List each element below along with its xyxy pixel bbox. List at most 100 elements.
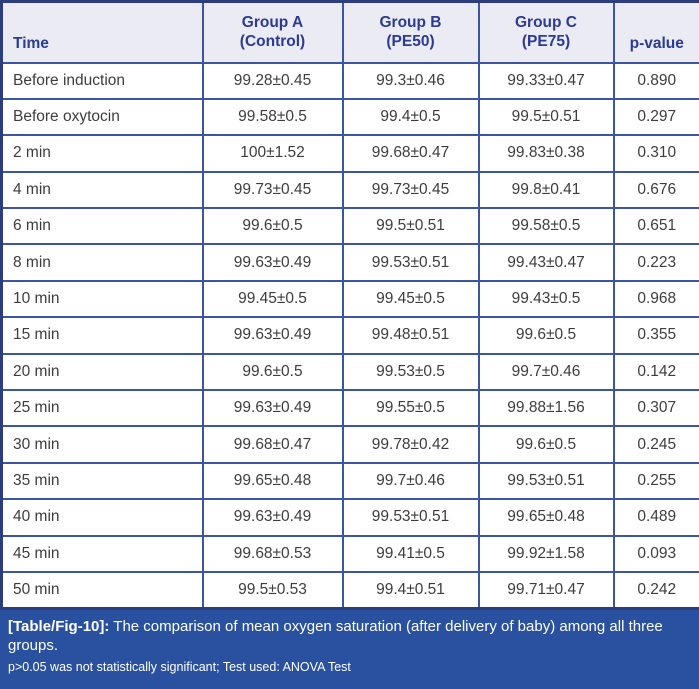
col-header-group-c: Group C (PE75) xyxy=(477,0,615,64)
time-cell: 15 min xyxy=(0,316,204,355)
group-c-cell: 99.83±0.38 xyxy=(477,134,615,173)
group-b-cell: 99.5±0.51 xyxy=(341,207,480,246)
col-header-p-value-label: p-value xyxy=(629,34,684,52)
group-c-cell: 99.5±0.51 xyxy=(477,97,615,137)
header-row: Time Group A (Control) Group B (PE50) Gr… xyxy=(0,0,699,64)
col-header-group-c-line1: Group C xyxy=(515,14,577,32)
col-header-group-b: Group B (PE50) xyxy=(341,0,480,64)
time-cell: 45 min xyxy=(0,534,204,573)
group-a-cell: 99.6±0.5 xyxy=(201,207,344,246)
p-value-cell: 0.307 xyxy=(612,389,699,428)
group-c-cell: 99.6±0.5 xyxy=(477,316,615,355)
group-c-cell: 99.8±0.41 xyxy=(477,170,615,210)
col-header-group-b-line2: (PE50) xyxy=(386,33,435,51)
group-a-cell: 99.45±0.5 xyxy=(201,279,344,319)
time-cell: 4 min xyxy=(0,170,204,210)
table-row: 25 min 99.63±0.49 99.55±0.5 99.88±1.56 0… xyxy=(0,389,699,428)
group-a-cell: 99.68±0.47 xyxy=(201,425,344,464)
group-b-cell: 99.53±0.5 xyxy=(341,352,480,392)
p-value-cell: 0.255 xyxy=(612,461,699,501)
table-row: 8 min 99.63±0.49 99.53±0.51 99.43±0.47 0… xyxy=(0,243,699,282)
col-header-group-a-line2: (Control) xyxy=(239,33,306,51)
p-value-cell: 0.651 xyxy=(612,207,699,246)
time-cell: 35 min xyxy=(0,461,204,501)
time-cell: Before induction xyxy=(0,61,204,100)
group-b-cell: 99.53±0.51 xyxy=(341,498,480,537)
col-header-p-value: p-value xyxy=(612,0,699,64)
col-header-time-label: Time xyxy=(13,34,49,52)
table-row: 15 min 99.63±0.49 99.48±0.51 99.6±0.5 0.… xyxy=(0,316,699,355)
group-b-cell: 99.78±0.42 xyxy=(341,425,480,464)
group-b-cell: 99.45±0.5 xyxy=(341,279,480,319)
group-a-cell: 99.63±0.49 xyxy=(201,389,344,428)
time-cell: 10 min xyxy=(0,279,204,319)
time-cell: 8 min xyxy=(0,243,204,282)
group-c-cell: 99.58±0.5 xyxy=(477,207,615,246)
table-row: 20 min 99.6±0.5 99.53±0.5 99.7±0.46 0.14… xyxy=(0,352,699,392)
group-c-cell: 99.92±1.58 xyxy=(477,534,615,573)
col-header-group-c-line2: (PE75) xyxy=(521,33,571,51)
group-b-cell: 99.48±0.51 xyxy=(341,316,480,355)
table-row: 6 min 99.6±0.5 99.5±0.51 99.58±0.5 0.651 xyxy=(0,207,699,246)
group-c-cell: 99.33±0.47 xyxy=(477,61,615,100)
group-c-cell: 99.6±0.5 xyxy=(477,425,615,464)
group-b-cell: 99.53±0.51 xyxy=(341,243,480,282)
col-header-group-a: Group A (Control) xyxy=(201,0,344,64)
p-value-cell: 0.093 xyxy=(612,534,699,573)
table-row: 40 min 99.63±0.49 99.53±0.51 99.65±0.48 … xyxy=(0,498,699,537)
group-a-cell: 99.28±0.45 xyxy=(201,61,344,100)
group-b-cell: 99.73±0.45 xyxy=(341,170,480,210)
p-value-cell: 0.297 xyxy=(612,97,699,137)
group-a-cell: 99.63±0.49 xyxy=(201,316,344,355)
group-c-cell: 99.43±0.47 xyxy=(477,243,615,282)
table-row: 30 min 99.68±0.47 99.78±0.42 99.6±0.5 0.… xyxy=(0,425,699,464)
table-body: Before induction 99.28±0.45 99.3±0.46 99… xyxy=(0,61,699,610)
caption: [Table/Fig-10]: The comparison of mean o… xyxy=(0,609,699,689)
p-value-cell: 0.310 xyxy=(612,134,699,173)
p-value-cell: 0.968 xyxy=(612,279,699,319)
group-b-cell: 99.3±0.46 xyxy=(341,61,480,100)
col-header-group-a-line1: Group A xyxy=(241,14,304,32)
data-table: Time Group A (Control) Group B (PE50) Gr… xyxy=(0,0,699,610)
group-b-cell: 99.4±0.51 xyxy=(341,570,480,610)
group-a-cell: 99.63±0.49 xyxy=(201,243,344,282)
p-value-cell: 0.242 xyxy=(612,570,699,610)
p-value-cell: 0.676 xyxy=(612,170,699,210)
col-header-time: Time xyxy=(0,0,204,64)
time-cell: 30 min xyxy=(0,425,204,464)
p-value-cell: 0.142 xyxy=(612,352,699,392)
table-row: 2 min 100±1.52 99.68±0.47 99.83±0.38 0.3… xyxy=(0,134,699,173)
group-a-cell: 99.5±0.53 xyxy=(201,570,344,610)
table-row: 4 min 99.73±0.45 99.73±0.45 99.8±0.41 0.… xyxy=(0,170,699,210)
time-cell: 2 min xyxy=(0,134,204,173)
table-row: Before induction 99.28±0.45 99.3±0.46 99… xyxy=(0,61,699,100)
group-b-cell: 99.41±0.5 xyxy=(341,534,480,573)
group-a-cell: 99.58±0.5 xyxy=(201,97,344,137)
group-b-cell: 99.68±0.47 xyxy=(341,134,480,173)
table-row: Before oxytocin 99.58±0.5 99.4±0.5 99.5±… xyxy=(0,97,699,137)
time-cell: 6 min xyxy=(0,207,204,246)
caption-label: [Table/Fig-10]: xyxy=(8,617,110,635)
p-value-cell: 0.890 xyxy=(612,61,699,100)
group-b-cell: 99.55±0.5 xyxy=(341,389,480,428)
time-cell: 50 min xyxy=(0,570,204,610)
caption-main: [Table/Fig-10]: The comparison of mean o… xyxy=(8,617,689,656)
group-c-cell: 99.88±1.56 xyxy=(477,389,615,428)
group-c-cell: 99.43±0.5 xyxy=(477,279,615,319)
group-a-cell: 99.73±0.45 xyxy=(201,170,344,210)
time-cell: 40 min xyxy=(0,498,204,537)
group-a-cell: 99.63±0.49 xyxy=(201,498,344,537)
group-a-cell: 99.6±0.5 xyxy=(201,352,344,392)
group-a-cell: 100±1.52 xyxy=(201,134,344,173)
group-c-cell: 99.65±0.48 xyxy=(477,498,615,537)
group-c-cell: 99.7±0.46 xyxy=(477,352,615,392)
time-cell: 25 min xyxy=(0,389,204,428)
p-value-cell: 0.489 xyxy=(612,498,699,537)
time-cell: Before oxytocin xyxy=(0,97,204,137)
table-row: 10 min 99.45±0.5 99.45±0.5 99.43±0.5 0.9… xyxy=(0,279,699,319)
caption-note: p>0.05 was not statistically significant… xyxy=(8,659,351,674)
caption-text: The comparison of mean oxygen saturation… xyxy=(8,617,663,655)
group-c-cell: 99.53±0.51 xyxy=(477,461,615,501)
table-row: 35 min 99.65±0.48 99.7±0.46 99.53±0.51 0… xyxy=(0,461,699,501)
